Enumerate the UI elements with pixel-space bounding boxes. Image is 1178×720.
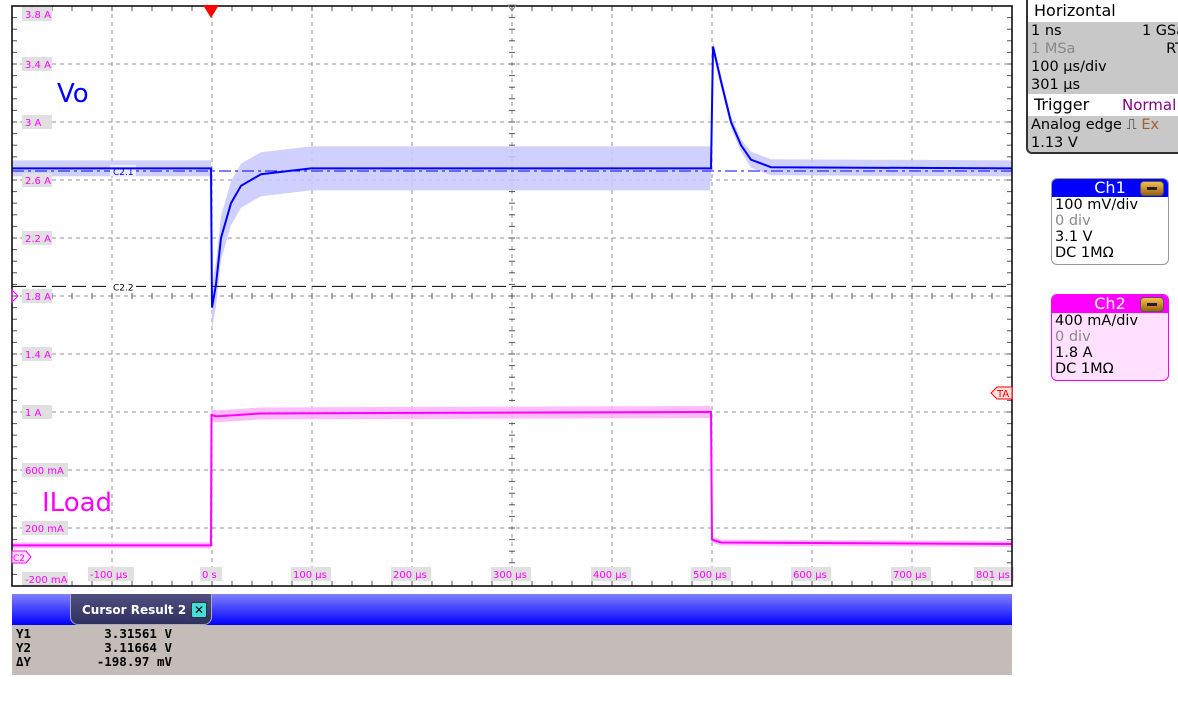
ch2-minimize-button[interactable] xyxy=(1140,297,1164,312)
trigger-title: Trigger xyxy=(1034,95,1090,114)
ch2-offset-div: 0 div xyxy=(1055,329,1091,345)
y-tick-label: 200 mA xyxy=(25,524,64,535)
y-tick-label: 3.4 A xyxy=(25,60,51,71)
x-tick-label-bg xyxy=(291,567,331,581)
x-tick-label-bg xyxy=(491,567,531,581)
y-tick-label-bg xyxy=(22,115,52,129)
y-tick-label-bg xyxy=(22,7,52,21)
time-scale: 100 µs/div xyxy=(1031,59,1107,75)
cursor-c21-label: C2.1 xyxy=(113,168,134,178)
axis-labels: 3.8 A 3.4 A 3 A 2.6 A 2.2 A 1.8 A 1.4 A 1 A 600 … xyxy=(22,7,1014,586)
x-tick-label: 500 µs xyxy=(693,570,727,581)
ch2-coupling: DC 1MΩ xyxy=(1055,361,1114,377)
vo-envelope xyxy=(12,40,1012,330)
cursor-lines[interactable]: C2.1 C2.2 xyxy=(12,164,1012,293)
y-tick-label-bg xyxy=(22,289,52,303)
vo-trace xyxy=(12,46,1013,308)
x-tick-label: 300 µs xyxy=(493,570,527,581)
cursor-c22-label: C2.2 xyxy=(113,283,134,293)
y-tick-label-bg xyxy=(22,57,52,71)
ch1-offset: 3.1 V xyxy=(1055,229,1093,245)
y-tick-label: 3.8 A xyxy=(25,10,51,21)
waveform-envelopes xyxy=(12,40,1012,549)
y-tick-label: 1 A xyxy=(25,408,42,419)
trigger-level-marker[interactable]: TA xyxy=(990,386,1013,400)
x-tick-label: 700 µs xyxy=(893,570,927,581)
horizontal-position: 301 µs xyxy=(1031,77,1081,93)
cursor-result-panel: Cursor Result 2 ✕ Y1 3.31561 V Y2 3.11664 V… xyxy=(12,594,1012,675)
x-tick-label-bg xyxy=(591,567,631,581)
y-tick-label-bg xyxy=(22,572,68,586)
cursor-row-y1: Y1 3.31561 V xyxy=(16,626,172,641)
cursor-row-y2: Y2 3.11664 V xyxy=(16,640,172,655)
x-tick-label-bg xyxy=(391,567,431,581)
cursor-c22-label-bg xyxy=(110,280,136,292)
ch2-offset: 1.8 A xyxy=(1055,345,1093,361)
y-tick-label: 2.6 A xyxy=(25,176,51,187)
y-tick-label: -200 mA xyxy=(25,575,68,586)
x-tick-label-bg xyxy=(891,567,931,581)
trigger-level-label: TA xyxy=(996,389,1009,400)
x-tick-label-bg xyxy=(691,567,731,581)
ch1-offset-div: 0 div xyxy=(1055,213,1091,229)
ch2-ground-label: C2 xyxy=(13,554,25,564)
trigger-type: Analog edge xyxy=(1031,117,1122,133)
y-tick-label: 600 mA xyxy=(25,466,64,477)
y-tick-label-bg xyxy=(22,463,68,477)
x-tick-label: 600 µs xyxy=(793,570,827,581)
trigger-level: 1.13 V xyxy=(1031,135,1078,151)
acq-mode: RT xyxy=(1166,41,1178,57)
ch2-ground-marker[interactable]: C2 xyxy=(11,550,32,564)
x-tick-label: 0 s xyxy=(202,570,217,581)
ch2-title: Ch2 xyxy=(1094,294,1126,313)
waveform-display[interactable]: C2.1 C2.2 3.8 A 3.4 A 3 A 2.6 A 2.2 A 1.8 A 1.4… xyxy=(0,0,1020,592)
trigger-mode: Normal xyxy=(1122,96,1177,114)
cursor-result-tab[interactable]: Cursor Result 2 ✕ xyxy=(70,594,212,625)
cursor-result-title: Cursor Result 2 xyxy=(82,603,187,617)
y-tick-label: 1.4 A xyxy=(25,350,51,361)
sample-rate: 1 GSa/ xyxy=(1141,23,1178,39)
x-tick-label: 100 µs xyxy=(293,570,327,581)
x-tick-label-bg xyxy=(791,567,831,581)
vo-label: Vo xyxy=(57,79,89,109)
waveform-traces xyxy=(12,46,1013,547)
ch1-offset-marker[interactable] xyxy=(11,288,19,304)
x-tick-label: 200 µs xyxy=(393,570,427,581)
x-tick-label: 801 µs xyxy=(976,570,1010,581)
ch1-panel[interactable]: Ch1 100 mV/div 0 div 3.1 V DC 1MΩ xyxy=(1051,178,1169,265)
cursor-c21-label-bg xyxy=(110,164,136,176)
ch2-scale: 400 mA/div xyxy=(1055,313,1139,329)
ch1-coupling: DC 1MΩ xyxy=(1055,245,1114,261)
trigger-position-marker[interactable] xyxy=(203,5,219,18)
ch1-minimize-button[interactable] xyxy=(1140,181,1164,196)
rising-edge-icon: ⎍ xyxy=(1126,117,1137,133)
horizontal-title: Horizontal xyxy=(1028,0,1178,22)
horizontal-panel[interactable]: Horizontal 1 ns 1 GSa/ 1 MSa RT 100 µs/div… xyxy=(1026,0,1178,154)
ch1-scale: 100 mV/div xyxy=(1055,197,1139,213)
resolution: 1 ns xyxy=(1031,23,1062,39)
x-tick-label-bg xyxy=(88,567,134,581)
grid xyxy=(11,5,1013,587)
x-tick-label-bg xyxy=(974,567,1014,581)
x-tick-label-bg xyxy=(200,567,222,581)
y-tick-label-bg xyxy=(22,347,52,361)
iload-label: ILoad xyxy=(42,488,113,518)
horizontal-center-marker xyxy=(507,4,517,12)
y-tick-label: 1.8 A xyxy=(25,292,51,303)
y-tick-label-bg xyxy=(22,405,52,419)
y-tick-label-bg xyxy=(22,173,52,187)
ch2-panel[interactable]: Ch2 400 mA/div 0 div 1.8 A DC 1MΩ xyxy=(1051,294,1169,381)
close-icon[interactable]: ✕ xyxy=(191,602,207,618)
y-tick-label-bg xyxy=(22,231,52,245)
x-tick-label: -100 µs xyxy=(90,570,127,581)
y-tick-label-bg xyxy=(22,521,68,535)
x-tick-label: 400 µs xyxy=(593,570,627,581)
ch1-title: Ch1 xyxy=(1094,178,1126,197)
trigger-source: Ex xyxy=(1141,117,1160,133)
y-tick-label: 3 A xyxy=(25,118,42,129)
record-length: 1 MSa xyxy=(1031,41,1076,57)
cursor-row-dy: ΔY -198.97 mV xyxy=(16,654,172,669)
y-tick-label: 2.2 A xyxy=(25,234,51,245)
iload-trace xyxy=(12,411,1013,547)
